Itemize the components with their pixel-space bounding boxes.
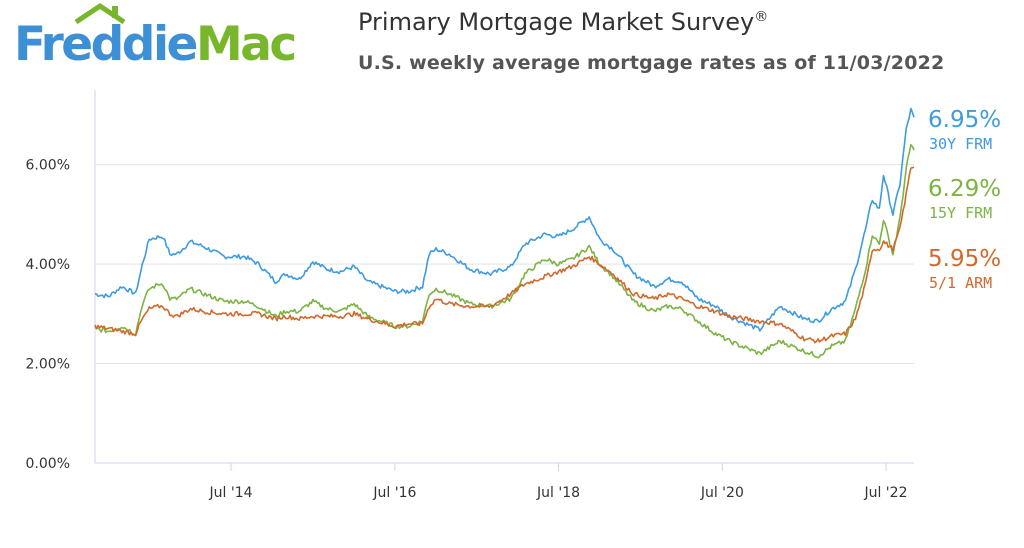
legend-name-1: 15Y FRM <box>929 204 992 222</box>
chart-title: Primary Mortgage Market Survey® <box>358 8 769 36</box>
y-tick-label: 2.00% <box>26 357 70 373</box>
legend-value-0: 6.95% <box>928 107 1001 133</box>
legend-value-2: 5.95% <box>928 246 1001 272</box>
grid-lines <box>95 164 914 365</box>
axes: 0.00% 2.00% 4.00% 6.00% Jul '14 Jul '16 Jul '1… <box>26 90 914 501</box>
legend-name-2: 5/1 ARM <box>929 274 992 292</box>
logo-freddie: Freddie <box>14 17 198 72</box>
y-tick-label: 6.00% <box>26 158 70 174</box>
x-tick-label: Jul '20 <box>700 485 744 501</box>
freddie-mac-logo <box>74 2 126 25</box>
legend-name-0: 30Y FRM <box>929 135 992 153</box>
legend-value-1: 6.29% <box>928 176 1001 202</box>
series-line-15y-frm <box>94 144 915 359</box>
registered-mark: ® <box>754 9 769 25</box>
legend: 6.95% 30Y FRM 6.29% 15Y FRM 5.95% 5/1 ARM <box>928 107 1001 292</box>
x-tick-label: Jul '16 <box>372 485 416 501</box>
x-tick-label: Jul '18 <box>536 485 580 501</box>
logo-wordmark: FreddieMac <box>14 10 297 80</box>
logo-mac: Mac <box>195 17 297 72</box>
y-tick-label: 4.00% <box>26 257 70 273</box>
house-chimney-icon <box>112 6 118 18</box>
y-tick-label: 0.00% <box>26 456 70 472</box>
series-line-30y-frm <box>95 107 915 332</box>
series-lines <box>94 107 915 359</box>
series-line-5-1-arm <box>94 166 915 344</box>
x-tick-label: Jul '14 <box>209 485 253 501</box>
chart-subtitle: U.S. weekly average mortgage rates as of… <box>358 52 945 74</box>
x-tick-label: Jul '22 <box>863 485 907 501</box>
